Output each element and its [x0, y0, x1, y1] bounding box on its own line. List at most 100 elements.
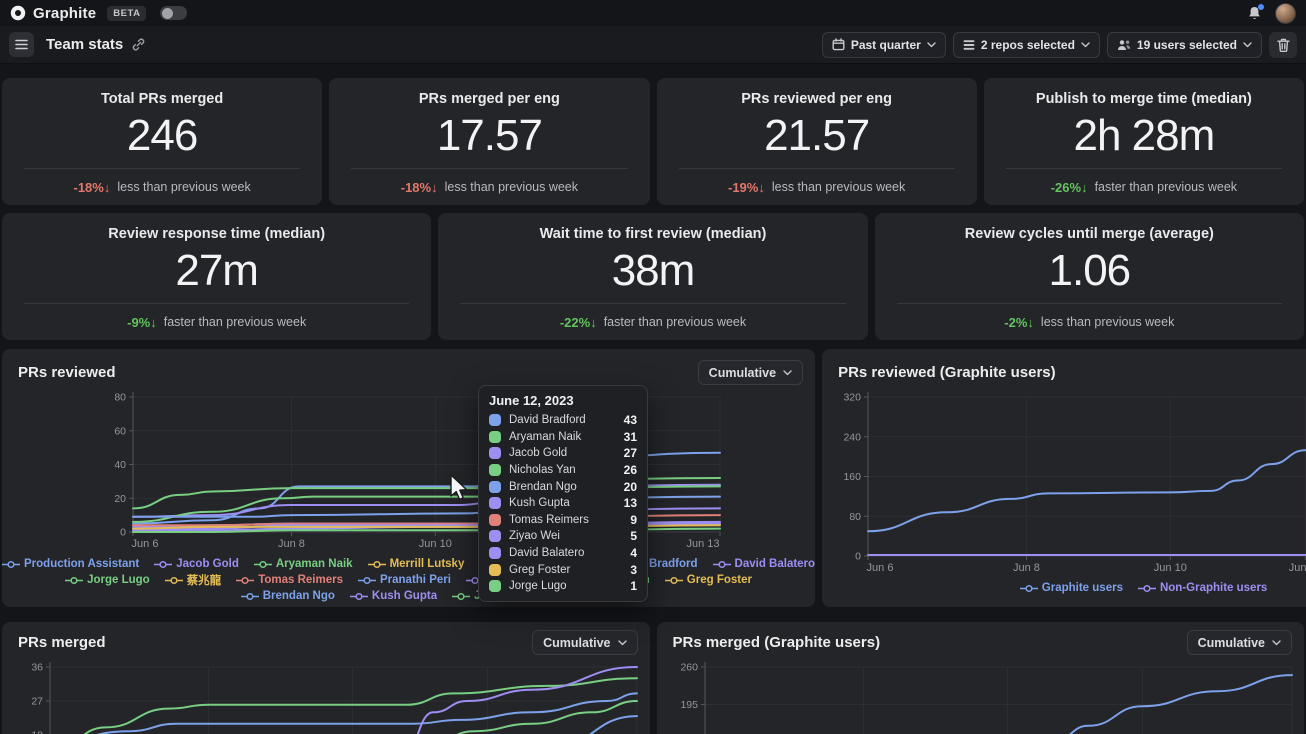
legend-item[interactable]: 蔡兆龍	[164, 572, 221, 588]
legend-marker-icon	[712, 560, 731, 568]
svg-text:260: 260	[680, 662, 698, 674]
beta-badge: BETA	[107, 5, 147, 21]
metric-note: less than previous week	[1040, 315, 1175, 329]
users-icon	[1117, 39, 1131, 50]
series-color-swatch	[489, 430, 501, 443]
delete-dashboard-button[interactable]	[1269, 31, 1297, 58]
series-color-swatch	[489, 563, 501, 576]
arrow-down-icon: ↓	[1027, 314, 1034, 330]
metric-delta: -18%↓	[73, 179, 111, 195]
chart-title: PRs merged (Graphite users)	[672, 634, 881, 651]
legend-item[interactable]: Production Assistant	[2, 558, 139, 570]
legend-item[interactable]: Graphite users	[1019, 582, 1123, 594]
legend-item[interactable]: Pranathi Peri	[357, 572, 451, 588]
series-color-swatch	[489, 580, 501, 593]
svg-text:Jun 10: Jun 10	[1154, 562, 1187, 574]
trash-icon	[1276, 38, 1290, 52]
metric-value: 246	[126, 110, 198, 160]
svg-text:Jun 6: Jun 6	[132, 538, 159, 550]
legend-item[interactable]: Brendan Ngo	[240, 590, 335, 602]
user-avatar[interactable]	[1275, 2, 1296, 24]
series-color-swatch	[489, 480, 501, 493]
legend-marker-icon	[240, 592, 259, 600]
series-color-swatch	[489, 447, 501, 460]
svg-text:195: 195	[680, 699, 698, 711]
toggle-knob	[161, 7, 173, 19]
series-color-swatch	[489, 547, 501, 560]
legend-item[interactable]: Kush Gupta	[349, 590, 437, 602]
legend-marker-icon	[452, 592, 471, 600]
aggregation-dropdown[interactable]: Cumulative	[697, 360, 804, 385]
chart-title: PRs reviewed	[18, 364, 116, 381]
chevron-down-icon	[617, 639, 627, 645]
chart-tooltip-rows: David Bradford 43 Aryaman Naik 31 Jacob Gold…	[489, 412, 637, 595]
legend-item[interactable]: Non-Graphite users	[1137, 582, 1267, 594]
repos-filter[interactable]: 2 repos selected	[952, 31, 1100, 58]
svg-text:Jun 6: Jun 6	[867, 562, 894, 574]
divider	[351, 168, 628, 169]
tooltip-row: Greg Foster 3	[489, 561, 637, 578]
series-color-swatch	[489, 530, 501, 543]
notifications-button[interactable]	[1247, 4, 1264, 21]
metric-delta: -2%↓	[1004, 314, 1034, 330]
date-range-filter[interactable]: Past quarter	[821, 31, 946, 58]
legend-item[interactable]: Greg Foster	[664, 572, 752, 588]
divider	[24, 303, 410, 304]
aggregation-dropdown[interactable]: Cumulative	[1186, 630, 1292, 655]
metrics-row-1: Total PRs merged 246 -18%↓ less than pre…	[2, 78, 1304, 205]
chevron-down-icon	[1272, 639, 1281, 645]
chart-panel-prs-reviewed: PRs reviewed Cumulative 80 60 40 20 0 Jun 6 Ju…	[2, 349, 816, 607]
metric-note: less than previous week	[444, 180, 578, 194]
svg-text:Jun 13: Jun 13	[687, 538, 720, 550]
top-bar: Graphite BETA	[0, 0, 1306, 26]
divider	[24, 168, 301, 169]
tooltip-row: Brendan Ngo 20	[489, 478, 637, 495]
legend-item[interactable]: Aryaman Naik	[253, 558, 353, 570]
legend-item[interactable]: Tomas Reimers	[236, 572, 343, 588]
divider	[678, 168, 955, 169]
metric-value: 1.06	[1048, 245, 1132, 295]
legend-item[interactable]: David Balatero	[712, 558, 815, 570]
metric-note: faster than previous week	[1094, 180, 1238, 194]
divider	[1005, 168, 1282, 169]
legend-marker-icon	[664, 576, 683, 584]
page-header: Team stats Past quarter 2 repos selected…	[0, 26, 1306, 64]
aggregation-dropdown[interactable]: Cumulative	[532, 630, 638, 655]
tooltip-row: Kush Gupta 13	[489, 495, 637, 512]
metric-title: Review cycles until merge (average)	[964, 226, 1214, 242]
beta-toggle[interactable]	[160, 6, 188, 20]
svg-text:40: 40	[114, 459, 126, 471]
svg-text:320: 320	[844, 392, 862, 404]
series-color-swatch	[489, 414, 501, 427]
legend-item[interactable]: Jacob Gold	[154, 558, 239, 570]
svg-text:0: 0	[855, 551, 861, 563]
legend-item[interactable]: Jorge Lugo	[65, 572, 150, 588]
chart-title: PRs reviewed (Graphite users)	[838, 364, 1056, 381]
chart-legend: Production Assistant Jacob Gold Aryaman Na…	[2, 558, 815, 602]
metric-title: Review response time (median)	[108, 226, 326, 242]
legend-marker-icon	[357, 576, 376, 584]
legend-marker-icon	[1019, 584, 1038, 592]
metric-card-wait-time-first-review: Wait time to first review (median) 38m -…	[438, 213, 868, 340]
users-filter[interactable]: 19 users selected	[1106, 31, 1262, 58]
series-color-swatch	[489, 497, 501, 510]
metric-title: Wait time to first review (median)	[539, 226, 767, 242]
legend-marker-icon	[65, 576, 84, 584]
legend-item[interactable]: Merrill Lutsky	[367, 558, 464, 570]
copy-link-icon[interactable]	[131, 37, 146, 52]
metric-value: 17.57	[436, 110, 543, 160]
tooltip-row: David Bradford 43	[489, 412, 637, 429]
brand: Graphite BETA	[10, 5, 188, 22]
metric-card-review-cycles: Review cycles until merge (average) 1.06…	[874, 213, 1304, 340]
graphite-logo-icon	[10, 5, 26, 21]
menu-button[interactable]	[9, 32, 34, 57]
svg-text:0: 0	[120, 527, 126, 539]
metric-value: 27m	[175, 245, 259, 295]
divider	[896, 303, 1282, 304]
bell-icon	[1249, 7, 1260, 20]
